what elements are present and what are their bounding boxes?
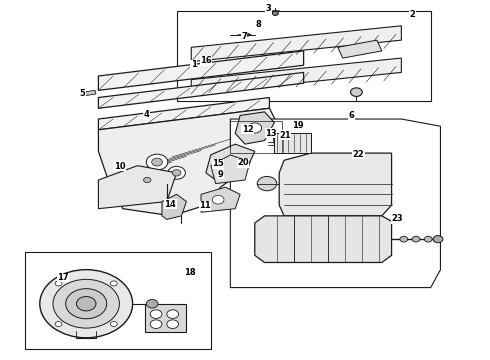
Circle shape — [55, 321, 62, 327]
Circle shape — [272, 11, 278, 15]
Polygon shape — [162, 194, 186, 220]
Text: 23: 23 — [392, 214, 403, 223]
Polygon shape — [98, 166, 176, 209]
Circle shape — [350, 88, 362, 96]
Text: 13: 13 — [265, 129, 277, 138]
Circle shape — [40, 270, 133, 338]
Circle shape — [140, 175, 155, 185]
Circle shape — [424, 236, 432, 242]
Polygon shape — [98, 108, 284, 216]
Text: 19: 19 — [292, 121, 304, 130]
Circle shape — [76, 297, 96, 311]
Polygon shape — [338, 40, 382, 58]
Polygon shape — [191, 58, 401, 94]
Polygon shape — [201, 187, 240, 212]
Circle shape — [400, 236, 408, 242]
Text: 17: 17 — [57, 273, 69, 282]
Polygon shape — [235, 112, 274, 144]
Text: 11: 11 — [199, 201, 211, 210]
Circle shape — [147, 154, 168, 170]
Text: 21: 21 — [279, 131, 291, 140]
Polygon shape — [191, 26, 401, 62]
Polygon shape — [206, 144, 255, 180]
Text: 2: 2 — [410, 10, 416, 19]
Polygon shape — [211, 155, 250, 184]
Polygon shape — [230, 119, 441, 288]
Circle shape — [152, 158, 162, 166]
Circle shape — [53, 279, 120, 328]
Polygon shape — [98, 98, 270, 130]
Text: 9: 9 — [218, 170, 223, 179]
Text: 3: 3 — [266, 4, 271, 13]
Circle shape — [168, 166, 185, 179]
Text: 12: 12 — [242, 125, 253, 134]
Circle shape — [144, 177, 151, 183]
Circle shape — [257, 176, 277, 191]
Text: 8: 8 — [256, 19, 262, 28]
Circle shape — [248, 123, 262, 133]
Circle shape — [412, 236, 420, 242]
Circle shape — [212, 195, 224, 204]
Text: 10: 10 — [114, 162, 125, 171]
Circle shape — [110, 321, 117, 327]
Circle shape — [110, 281, 117, 286]
Bar — [230, 121, 282, 153]
Polygon shape — [25, 252, 211, 348]
Polygon shape — [84, 90, 96, 96]
Text: 5: 5 — [80, 89, 86, 98]
Text: 4: 4 — [144, 110, 149, 119]
Circle shape — [150, 310, 162, 319]
Bar — [145, 304, 186, 332]
Text: 18: 18 — [184, 268, 196, 277]
Circle shape — [66, 289, 107, 319]
Polygon shape — [279, 153, 392, 216]
Polygon shape — [98, 51, 304, 90]
Polygon shape — [255, 216, 392, 262]
Bar — [274, 134, 311, 153]
Text: 14: 14 — [164, 200, 176, 209]
Circle shape — [150, 320, 162, 328]
Text: 15: 15 — [212, 159, 224, 168]
Text: 1: 1 — [191, 60, 196, 69]
Polygon shape — [176, 12, 431, 101]
Circle shape — [167, 320, 178, 328]
Text: 6: 6 — [348, 111, 354, 120]
Circle shape — [172, 170, 181, 176]
Circle shape — [147, 300, 158, 308]
Circle shape — [167, 310, 178, 319]
Polygon shape — [98, 72, 304, 108]
Text: 7: 7 — [241, 32, 247, 41]
Circle shape — [55, 281, 62, 286]
Text: 22: 22 — [352, 150, 364, 159]
Circle shape — [433, 235, 443, 243]
Text: 20: 20 — [237, 158, 249, 167]
Text: 16: 16 — [200, 57, 212, 66]
